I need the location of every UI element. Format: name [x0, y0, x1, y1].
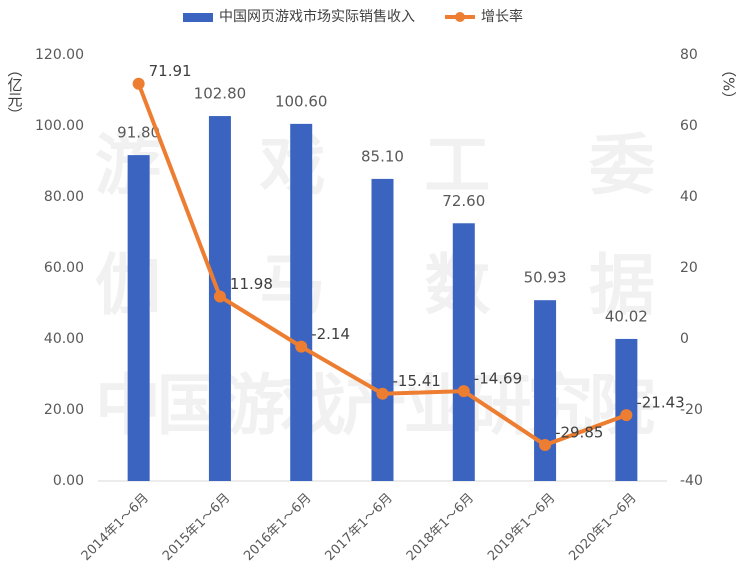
line-point [295, 340, 308, 353]
bar-value-label: 100.60 [275, 92, 328, 110]
bar [534, 300, 557, 481]
bar [127, 155, 150, 482]
bar-value-label: 40.02 [605, 307, 648, 325]
y-tick-label: 60.00 [44, 260, 84, 276]
line-value-label: -29.85 [555, 423, 603, 441]
line-value-label: -2.14 [311, 325, 350, 343]
bar-value-label: 50.93 [524, 269, 567, 287]
bar [452, 223, 475, 481]
legend-label: 中国网页游戏市场实际销售收入 [219, 8, 415, 25]
y2-axis-label: （%） [720, 62, 738, 106]
y-tick-label: 100.00 [35, 118, 84, 134]
line-value-label: -14.69 [474, 370, 522, 388]
y2-tick-label: -40 [680, 473, 703, 489]
y-tick-label: 20.00 [44, 402, 84, 418]
y2-tick-label: 40 [680, 189, 698, 205]
x-tick-label: 2017年1～6月 [323, 491, 396, 564]
y2-tick-label: 0 [680, 331, 689, 347]
line-point [457, 385, 470, 398]
x-tick-label: 2016年1～6月 [241, 491, 314, 564]
bar-value-label: 102.80 [194, 85, 247, 103]
y-tick-label: 120.00 [35, 47, 84, 63]
line-point [539, 438, 552, 451]
x-tick-label: 2015年1～6月 [160, 491, 233, 564]
line-value-label: 11.98 [230, 275, 273, 293]
x-tick-label: 2018年1～6月 [404, 491, 477, 564]
bar-value-label: 91.80 [117, 124, 160, 142]
y-tick-label: 40.00 [44, 331, 84, 347]
line-value-label: 71.91 [149, 62, 192, 80]
line-point [132, 77, 145, 90]
line-value-label: -15.41 [393, 372, 441, 390]
bar [290, 123, 313, 482]
legend-swatch [183, 13, 213, 22]
y2-tick-label: 80 [680, 47, 698, 63]
y-tick-label: 0.00 [53, 473, 84, 489]
y2-tick-label: 20 [680, 260, 698, 276]
line-point [620, 409, 633, 422]
y2-tick-label: -20 [680, 402, 703, 418]
x-tick-label: 2019年1～6月 [485, 491, 558, 564]
y2-tick-label: 60 [680, 118, 698, 134]
x-tick-label: 2020年1～6月 [566, 491, 639, 564]
y-axis-label: （亿元） [6, 62, 24, 122]
legend-label: 增长率 [481, 8, 523, 25]
legend-swatch [455, 12, 465, 22]
x-tick-label: 2014年1～6月 [79, 491, 152, 564]
bar-value-label: 72.60 [442, 192, 485, 210]
bar [371, 178, 394, 481]
line-point [376, 387, 389, 400]
bar-value-label: 85.10 [361, 147, 404, 165]
y-tick-label: 80.00 [44, 189, 84, 205]
line-point [213, 290, 226, 303]
line-value-label: -21.43 [636, 394, 684, 412]
